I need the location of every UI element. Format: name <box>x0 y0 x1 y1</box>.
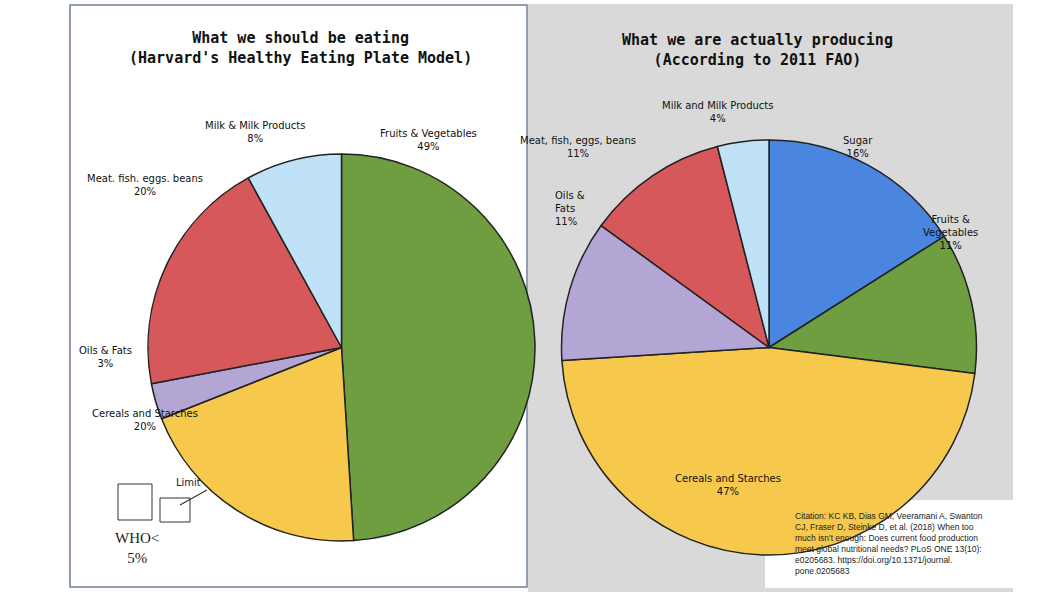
svg-text:Sugar16%: Sugar16% <box>843 135 873 159</box>
svg-text:WHO<5%: WHO<5% <box>115 530 159 566</box>
svg-text:Cereals and Starches47%: Cereals and Starches47% <box>675 473 781 497</box>
svg-text:Meat. fish. eggs. beans20%: Meat. fish. eggs. beans20% <box>87 173 203 197</box>
svg-text:Cereals and Starches20%: Cereals and Starches20% <box>92 408 198 432</box>
svg-text:Limit: Limit <box>176 477 201 488</box>
svg-text:Fruits &Vegetables11%: Fruits &Vegetables11% <box>923 214 978 251</box>
svg-text:Fruits & Vegetables49%: Fruits & Vegetables49% <box>380 128 477 152</box>
svg-text:Oils & Fats3%: Oils & Fats3% <box>79 345 132 369</box>
svg-text:Milk & Milk Products8%: Milk & Milk Products8% <box>205 120 305 144</box>
svg-text:Meat, fish, eggs, beans11%: Meat, fish, eggs, beans11% <box>520 135 636 159</box>
svg-text:Citation: KC KB, Dias GM, Veer: Citation: KC KB, Dias GM, Veeramani A, S… <box>795 511 983 576</box>
svg-text:What we are actually producing: What we are actually producing(According… <box>622 31 893 69</box>
svg-text:Oils &Fats11%: Oils &Fats11% <box>555 190 585 227</box>
svg-text:Milk and Milk Products4%: Milk and Milk Products4% <box>662 100 773 124</box>
svg-text:What we should be eating(Harva: What we should be eating(Harvard's Healt… <box>129 29 472 67</box>
